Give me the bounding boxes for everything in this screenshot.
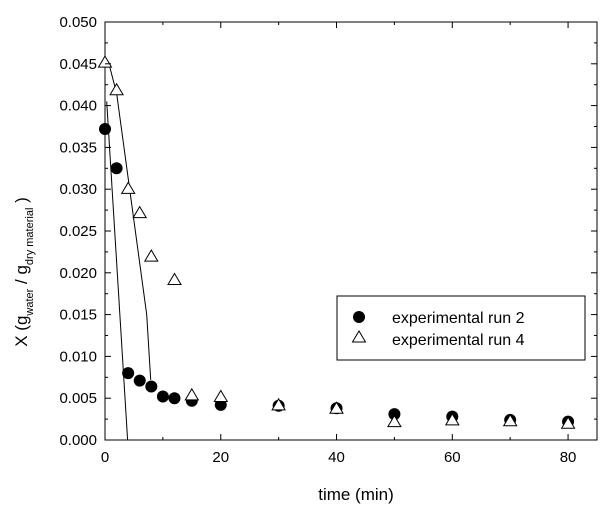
y-tick-label: 0.025 [59,223,97,240]
data-point-run-4 [143,249,159,262]
y-tick-label: 0.020 [59,265,97,282]
fit-lines [106,61,152,441]
data-point-run-4 [109,82,124,96]
y-tick-label: 0.045 [59,56,97,73]
y-axis-title-prefix: X (g [12,316,31,347]
x-axis-title: time (min) [318,485,394,504]
data-point-run-2 [133,374,146,387]
fit-line-1 [106,101,129,441]
y-tick-label: 0.040 [59,98,97,115]
data-point-run-2 [168,392,181,405]
y-tick-label: 0.030 [59,181,97,198]
y-tick-label: 0.050 [59,14,97,31]
data-point-run-4 [502,413,518,427]
y-axis-title-suffix: ) [12,197,31,207]
data-point-run-4 [329,401,344,414]
legend-box [336,295,586,361]
data-point-run-4 [444,412,460,426]
data-point-run-4 [167,272,182,285]
data-point-run-4 [184,387,200,401]
x-tick-label: 80 [560,449,577,466]
x-tick-label: 20 [212,449,229,466]
x-tick-label: 60 [444,449,461,466]
data-point-run-2 [110,162,123,175]
y-axis-title: X (gwater / gdry material ) [12,197,36,347]
legend-label-run-4: experimental run 4 [392,332,525,349]
plot-frame [104,21,598,441]
x-tick-label: 0 [101,449,109,466]
data-point-run-4 [213,389,229,402]
data-point-run-4 [560,416,576,429]
data-point-run-4 [97,55,113,68]
legend-marker-run-4 [351,330,367,343]
y-axis-title-mid: / g [12,265,31,289]
data-point-run-2 [145,380,158,393]
axis-ticks: 0 20 40 60 80 0.000 0.005 0.010 0.015 0.020 0.025 0… [59,14,597,466]
data-point-run-2 [156,390,169,403]
y-tick-label: 0.005 [59,390,97,407]
legend: experimental run 2 experimental run 4 [336,295,586,361]
fit-line-2 [108,61,152,380]
plot-area-frame [104,21,598,441]
y-axis-title-sub2: dry material [24,208,36,265]
data-point-run-4 [271,397,286,411]
y-tick-label: 0.015 [59,307,97,324]
y-axis-title-sub1: water [24,288,36,316]
data-point-run-2 [388,408,401,421]
data-point-run-4 [387,414,402,428]
x-tick-label: 40 [328,449,345,466]
data-markers [97,55,576,429]
legend-marker-run-2 [353,311,365,323]
data-point-run-2 [122,367,135,380]
y-tick-label: 0.010 [59,348,97,365]
y-tick-label: 0.000 [59,432,97,449]
legend-label-run-2: experimental run 2 [392,310,525,327]
data-point-run-2 [99,123,111,136]
y-tick-label: 0.035 [59,139,97,156]
data-point-run-4 [132,205,148,219]
data-point-run-4 [120,181,136,194]
